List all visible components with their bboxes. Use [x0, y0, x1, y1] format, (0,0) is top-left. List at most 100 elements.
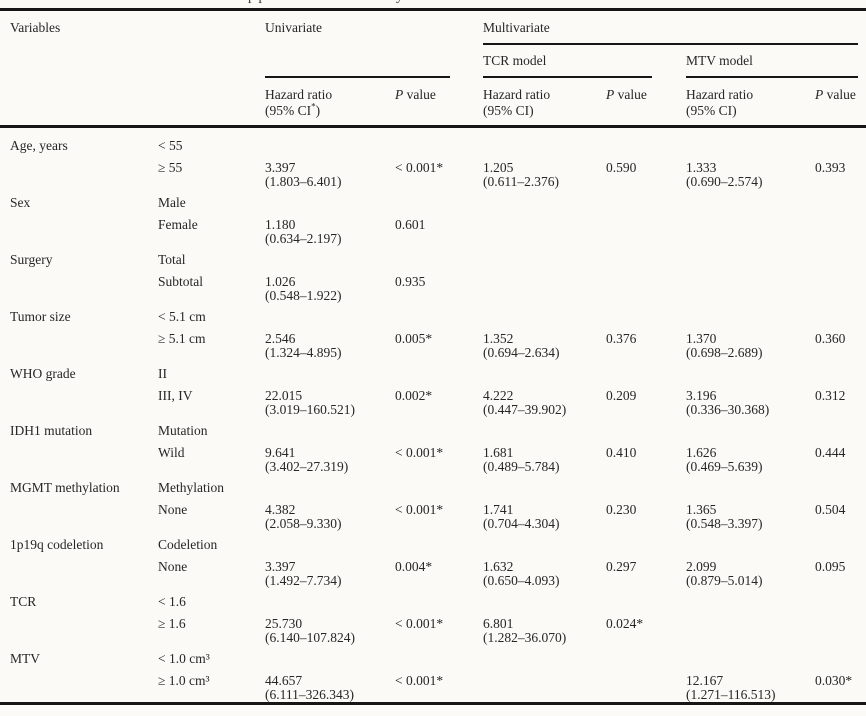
variable-name: Sex: [10, 195, 31, 210]
empty-cell: [255, 417, 866, 439]
table-row: IDH1 mutation Mutation: [0, 417, 866, 439]
tcr-pvalue-cell: 0.209: [606, 388, 637, 403]
tcr-pvalue-cell: [596, 667, 676, 702]
uni-hazard-ratio-cell: 3.397 (1.492–7.734): [255, 553, 385, 588]
hazard-ratio-value: 9.641: [265, 445, 296, 460]
uni-pvalue-cell: 0.935: [395, 274, 426, 289]
tcr-hazard-ratio-cell: 1.681 (0.489–5.784): [473, 439, 596, 474]
spanner-tcr-model: TCR model: [483, 53, 547, 68]
reference-category: < 5.1 cm: [158, 309, 206, 324]
table-bottom-rule: [0, 702, 866, 705]
variable-name: MGMT methylation: [10, 480, 120, 495]
variable-name: WHO grade: [10, 366, 76, 381]
hazard-ratio-value: 3.397: [265, 559, 296, 574]
variable-name: Tumor size: [10, 309, 71, 324]
mtv-hazard-ratio-cell: 1.365 (0.548–3.397): [676, 496, 805, 531]
table-row: Tumor size < 5.1 cm: [0, 303, 866, 325]
reference-category: Codeletion: [158, 537, 218, 552]
confidence-interval: (0.447–39.902): [483, 402, 567, 417]
hazard-ratio-value: 1.180: [265, 217, 296, 232]
table-row: ≥ 1.6 25.730 (6.140–107.824) < 0.001* 6.8…: [0, 610, 866, 645]
uni-pvalue-cell: < 0.001*: [395, 445, 444, 460]
confidence-interval: (6.111–326.343): [265, 687, 354, 702]
uni-hazard-ratio-cell: 1.026 (0.548–1.922): [255, 268, 385, 303]
table-row: ≥ 1.0 cm³ 44.657 (6.111–326.343) < 0.001*…: [0, 667, 866, 702]
empty-cell: [255, 132, 866, 154]
confidence-interval: (1.324–4.895): [265, 345, 342, 360]
table-row: ≥ 55 3.397 (1.803–6.401) < 0.001* 1.205 (0…: [0, 154, 866, 189]
column-header-variables: Variables: [10, 20, 61, 35]
hazard-ratio-value: 4.382: [265, 502, 296, 517]
hazard-ratio-value: 2.099: [686, 559, 717, 574]
p-rest: value: [823, 87, 856, 102]
hazard-ratio-value: 1.632: [483, 559, 514, 574]
mtv-hazard-ratio-cell: 1.626 (0.469–5.639): [676, 439, 805, 474]
empty-cell: [255, 303, 866, 325]
confidence-interval: (0.489–5.784): [483, 459, 560, 474]
table-row: Female 1.180 (0.634–2.197) 0.601: [0, 211, 866, 246]
uni-hazard-ratio-cell: 44.657 (6.111–326.343): [255, 667, 385, 702]
p-rest: value: [403, 87, 436, 102]
confidence-interval: (0.548–1.922): [265, 288, 342, 303]
tcr-hazard-ratio-cell: 1.741 (0.704–4.304): [473, 496, 596, 531]
tcr-pvalue-cell: 0.376: [606, 331, 637, 346]
uni-pvalue-cell: 0.005*: [395, 331, 433, 346]
cropped-caption-line: p p y: [0, 0, 866, 5]
caption-fragment: p p: [248, 0, 266, 5]
category: ≥ 1.6: [158, 616, 186, 631]
tcr-hazard-ratio-cell: 6.801 (1.282–36.070): [473, 610, 596, 645]
ci-label: (95% CI): [686, 103, 737, 118]
hazard-ratio-value: 1.626: [686, 445, 717, 460]
variable-name: Age, years: [10, 138, 68, 153]
empty-cell: [0, 382, 148, 417]
empty-cell: [0, 610, 148, 645]
category: ≥ 55: [158, 160, 183, 175]
uni-hazard-ratio-cell: 4.382 (2.058–9.330): [255, 496, 385, 531]
empty-cell: [0, 268, 148, 303]
table-row: MTV < 1.0 cm³: [0, 645, 866, 667]
reference-category: < 1.6: [158, 594, 186, 609]
reference-category: Total: [158, 252, 186, 267]
confidence-interval: (0.634–2.197): [265, 231, 342, 246]
ci-label-close: ): [315, 103, 321, 118]
mtv-hazard-ratio-cell: [676, 610, 805, 645]
category: ≥ 1.0 cm³: [158, 673, 210, 688]
tcr-hazard-ratio-cell: 1.352 (0.694–2.634): [473, 325, 596, 360]
table-row: Sex Male: [0, 189, 866, 211]
uni-hazard-ratio-cell: 9.641 (3.402–27.319): [255, 439, 385, 474]
mtv-pvalue-cell: 0.312: [815, 388, 846, 403]
confidence-interval: (0.704–4.304): [483, 516, 560, 531]
empty-cell: [255, 360, 866, 382]
empty-cell: [0, 211, 148, 246]
multivariate-spanner-rule: [483, 43, 858, 45]
tcr-hazard-ratio-cell: 4.222 (0.447–39.902): [473, 382, 596, 417]
table-row: None 3.397 (1.492–7.734) 0.004* 1.632 (0.6…: [0, 553, 866, 588]
confidence-interval: (0.650–4.093): [483, 573, 560, 588]
tcr-pvalue-cell: 0.297: [606, 559, 637, 574]
empty-cell: [255, 531, 866, 553]
hazard-ratio-value: 44.657: [265, 673, 303, 688]
mtv-pvalue-cell: 0.444: [815, 445, 846, 460]
hazard-ratio-value: 1.365: [686, 502, 717, 517]
tcr-pvalue-cell: 0.230: [606, 502, 637, 517]
hazard-ratio-value: 3.397: [265, 160, 296, 175]
variable-name: Surgery: [10, 252, 53, 267]
tcr-hazard-ratio-cell: 1.632 (0.650–4.093): [473, 553, 596, 588]
hazard-ratio-value: 3.196: [686, 388, 717, 403]
table-row: TCR < 1.6: [0, 588, 866, 610]
category: Subtotal: [158, 274, 204, 289]
hazard-ratio-value: 4.222: [483, 388, 514, 403]
uni-pvalue-cell: 0.004*: [395, 559, 433, 574]
hazard-ratio-value: 1.681: [483, 445, 514, 460]
reference-category: Male: [158, 195, 186, 210]
mtv-hazard-ratio-cell: 1.333 (0.690–2.574): [676, 154, 805, 189]
category: Wild: [158, 445, 185, 460]
confidence-interval: (0.548–3.397): [686, 516, 763, 531]
mtv-hazard-ratio-cell: 12.167 (1.271–116.513): [676, 667, 805, 702]
confidence-interval: (1.492–7.734): [265, 573, 342, 588]
table-row: Surgery Total: [0, 246, 866, 268]
hazard-ratio-label: Hazard ratio: [686, 87, 754, 102]
uni-hazard-ratio-cell: 3.397 (1.803–6.401): [255, 154, 385, 189]
mtv-pvalue-cell: [805, 268, 866, 303]
results-table: Age, years < 55 ≥ 55 3.397 (1.803–6.401) …: [0, 132, 866, 702]
